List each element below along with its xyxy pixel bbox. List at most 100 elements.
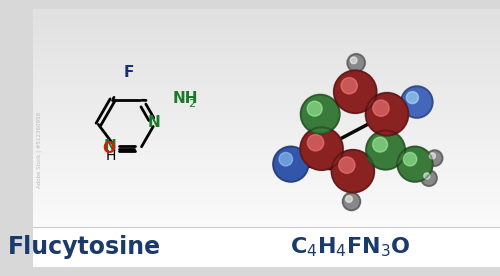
Bar [33, 54, 500, 56]
Circle shape [350, 57, 357, 64]
Bar [33, 163, 500, 166]
Bar [33, 217, 500, 220]
Circle shape [366, 131, 405, 170]
Bar [33, 56, 500, 59]
Bar [33, 191, 500, 194]
Bar [33, 189, 500, 192]
Text: C$_4$H$_4$FN$_3$O: C$_4$H$_4$FN$_3$O [290, 235, 411, 259]
Bar [33, 161, 500, 164]
Bar [33, 28, 500, 31]
Bar [33, 97, 500, 99]
Bar [33, 41, 500, 44]
Bar [33, 148, 500, 151]
Bar [33, 260, 500, 262]
Text: Adobe Stock | #512360958: Adobe Stock | #512360958 [36, 112, 42, 188]
Bar [33, 43, 500, 46]
Bar [33, 258, 500, 261]
Bar [33, 170, 500, 172]
Bar [33, 58, 500, 61]
Bar [33, 228, 500, 230]
Bar [33, 137, 500, 140]
Bar [33, 187, 500, 190]
Bar [33, 45, 500, 48]
Text: NH: NH [172, 91, 198, 106]
Circle shape [426, 150, 442, 166]
Bar [33, 71, 500, 73]
Bar [33, 178, 500, 181]
Bar [33, 183, 500, 185]
Bar [33, 101, 500, 104]
Bar [33, 67, 500, 69]
Circle shape [372, 137, 388, 152]
Circle shape [300, 95, 340, 134]
Circle shape [334, 70, 376, 113]
Bar [33, 90, 500, 93]
Bar [33, 73, 500, 76]
Bar [33, 243, 500, 245]
Bar [33, 15, 500, 18]
Bar [33, 198, 500, 200]
Bar [33, 133, 500, 136]
Bar [33, 125, 500, 127]
Bar [33, 36, 500, 39]
Circle shape [338, 157, 355, 173]
Bar [33, 82, 500, 84]
Bar [33, 146, 500, 149]
Bar [33, 208, 500, 211]
Bar [33, 227, 500, 267]
Bar [33, 251, 500, 254]
Bar [33, 131, 500, 134]
Bar [33, 202, 500, 205]
Bar [33, 19, 500, 22]
Bar [33, 185, 500, 187]
Bar [33, 174, 500, 177]
Bar [33, 254, 500, 256]
Bar [33, 49, 500, 52]
Circle shape [307, 101, 322, 116]
Bar [33, 34, 500, 37]
Bar [33, 114, 500, 116]
Circle shape [398, 146, 432, 182]
Circle shape [404, 152, 417, 166]
Bar [33, 157, 500, 160]
Circle shape [348, 54, 365, 72]
Bar [33, 225, 500, 228]
Circle shape [424, 173, 430, 179]
Bar [33, 30, 500, 33]
Bar [33, 219, 500, 222]
Bar [33, 234, 500, 237]
Circle shape [332, 150, 374, 193]
Bar [33, 24, 500, 26]
Bar [33, 140, 500, 142]
Bar [33, 249, 500, 252]
Circle shape [401, 86, 432, 118]
Bar [33, 211, 500, 213]
Circle shape [308, 135, 324, 151]
Bar [33, 256, 500, 258]
Bar [33, 118, 500, 121]
Bar [33, 204, 500, 207]
Bar [33, 112, 500, 114]
Circle shape [300, 127, 343, 170]
Bar [33, 123, 500, 125]
Bar [33, 127, 500, 129]
Bar [33, 88, 500, 91]
Bar [33, 129, 500, 132]
Bar [33, 13, 500, 15]
Bar [33, 247, 500, 250]
Circle shape [421, 170, 437, 186]
Circle shape [279, 152, 292, 166]
Bar [33, 236, 500, 239]
Bar [33, 150, 500, 153]
Bar [33, 86, 500, 89]
Bar [33, 181, 500, 183]
Bar [33, 165, 500, 168]
Bar [33, 193, 500, 196]
Bar [33, 69, 500, 71]
Bar [33, 52, 500, 54]
Bar [33, 206, 500, 209]
Bar [33, 22, 500, 24]
Bar [33, 11, 500, 14]
Circle shape [273, 146, 308, 182]
Circle shape [373, 100, 389, 116]
